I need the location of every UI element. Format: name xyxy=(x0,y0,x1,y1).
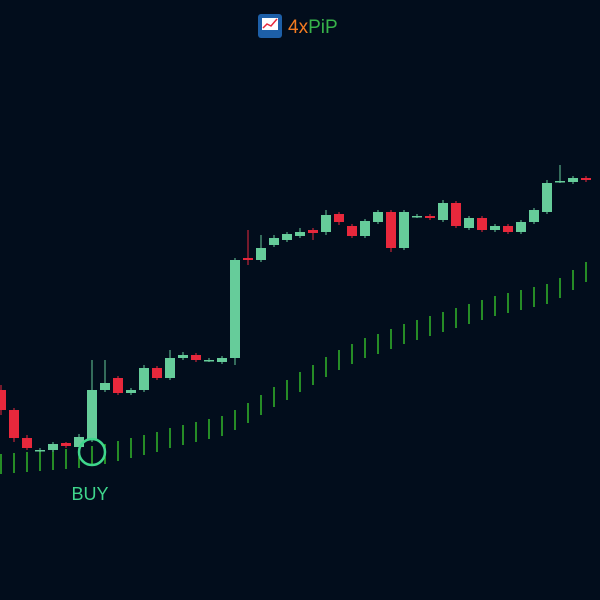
candle-body xyxy=(529,210,539,222)
candle-body xyxy=(581,178,591,180)
candle-body xyxy=(321,215,331,232)
logo: 4xPiP xyxy=(258,14,338,38)
logo-screen xyxy=(262,18,278,30)
candle-body xyxy=(490,226,500,230)
candle-body xyxy=(165,358,175,378)
candle-body xyxy=(87,390,97,440)
candle-body xyxy=(555,181,565,183)
candle-body xyxy=(191,355,201,360)
logo-suffix: PiP xyxy=(308,17,338,38)
candle-body xyxy=(0,390,6,410)
candle-body xyxy=(568,178,578,182)
logo-graph xyxy=(262,18,278,29)
logo-prefix: 4x xyxy=(288,17,309,38)
candle-body xyxy=(451,203,461,226)
signal-marker xyxy=(77,437,107,467)
candle-body xyxy=(308,230,318,233)
candle-body xyxy=(477,218,487,230)
candle-body xyxy=(204,360,214,362)
candle-body xyxy=(516,222,526,232)
candle-body xyxy=(464,218,474,228)
candle-body xyxy=(139,368,149,390)
candle-body xyxy=(295,232,305,236)
candle-body xyxy=(373,212,383,222)
candle-body xyxy=(230,260,240,358)
candle-body xyxy=(542,183,552,212)
candle-body xyxy=(152,368,162,378)
candle-body xyxy=(282,234,292,240)
candle-body xyxy=(399,212,409,248)
candle-body xyxy=(503,226,513,232)
candle-body xyxy=(100,383,110,390)
candle-body xyxy=(269,238,279,245)
candle-body xyxy=(74,437,84,447)
candle-body xyxy=(126,390,136,393)
candle-body xyxy=(256,248,266,260)
candle-body xyxy=(334,214,344,222)
candle-body xyxy=(35,450,45,452)
candle-body xyxy=(217,358,227,362)
candle-body xyxy=(22,438,32,448)
candle-body xyxy=(347,226,357,236)
candle-body xyxy=(438,203,448,220)
candle-body xyxy=(113,378,123,393)
candle-body xyxy=(243,258,253,260)
candle-body xyxy=(178,355,188,358)
signal-label: BUY xyxy=(71,484,108,504)
candle-body xyxy=(386,212,396,248)
candle-body xyxy=(61,443,71,446)
candle-body xyxy=(412,216,422,218)
candle-body xyxy=(425,216,435,218)
candle-body xyxy=(9,410,19,438)
candle-body xyxy=(360,221,370,236)
logo-text: 4xPiP xyxy=(288,17,338,38)
candle-body xyxy=(48,444,58,450)
